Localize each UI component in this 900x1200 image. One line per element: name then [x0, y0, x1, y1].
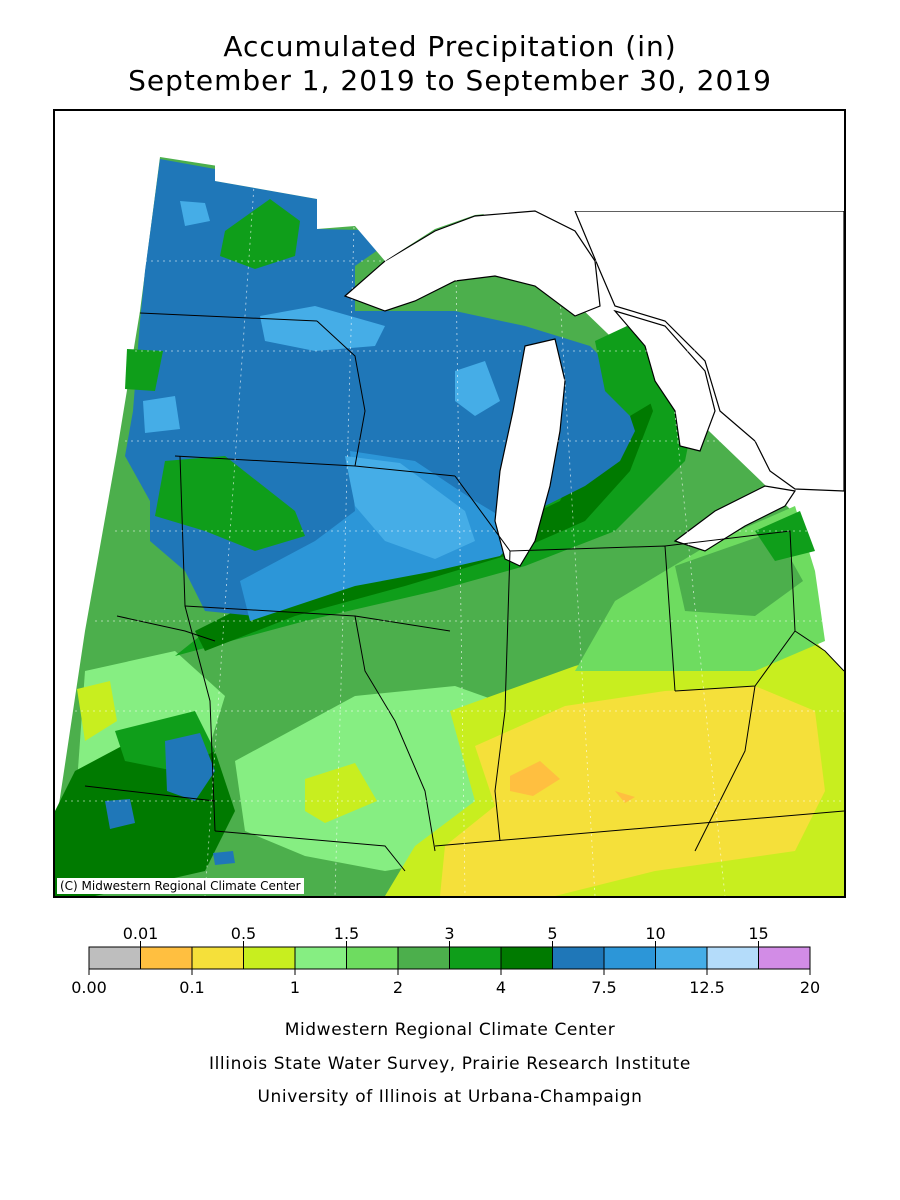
region-orange-south	[510, 761, 560, 796]
credit-survey: Illinois State Water Survey, Prairie Res…	[209, 1054, 691, 1074]
legend-bottom-label: 12.5	[689, 978, 725, 997]
legend-swatch	[243, 946, 296, 970]
legend-bottom-labels: 0.00 0.1 1 2 4 7.5 12.5 20	[71, 969, 820, 997]
north-canada-land	[215, 111, 844, 261]
legend-top-label: 15	[748, 924, 768, 943]
region-yellow-green-west	[77, 681, 117, 741]
region-green-nw	[125, 349, 163, 391]
legend-swatch	[552, 946, 605, 970]
canada-land	[574, 210, 844, 492]
legend-swatch	[191, 946, 244, 970]
region-orange-small	[615, 791, 635, 803]
copyright-label: (C) Midwestern Regional Climate Center	[57, 878, 304, 894]
precipitation-map	[55, 111, 844, 896]
region-blue-light-nw	[180, 201, 210, 226]
legend-swatch	[706, 946, 759, 970]
legend-swatch	[294, 946, 347, 970]
map-date-range: September 1, 2019 to September 30, 2019	[128, 64, 772, 97]
legend-swatch	[88, 946, 141, 970]
legend-swatch	[603, 946, 656, 970]
legend-top-labels: 0.01 0.5 1.5 3 5 10 15	[123, 924, 769, 947]
legend-swatch	[140, 946, 193, 970]
legend-swatch	[758, 946, 811, 970]
lake-michigan	[494, 338, 566, 567]
credit-organization: Midwestern Regional Climate Center	[284, 1020, 616, 1040]
legend-bottom-label: 2	[393, 978, 403, 997]
region-blue-light-north	[260, 306, 385, 351]
region-blue-sw2	[105, 799, 135, 829]
legend-swatches	[88, 946, 811, 970]
legend-bottom-label: 20	[800, 978, 820, 997]
legend-bottom-label: 0.1	[179, 978, 204, 997]
legend-swatch	[346, 946, 399, 970]
lake-huron	[613, 309, 716, 452]
legend-swatch	[500, 946, 553, 970]
legend-bottom-label: 1	[290, 978, 300, 997]
legend-bottom-label: 7.5	[591, 978, 616, 997]
region-green-north-mn	[220, 199, 300, 269]
region-blue-light	[345, 456, 475, 559]
region-yellow-green-central	[305, 763, 377, 823]
legend-top-label: 0.01	[123, 924, 159, 943]
legend-swatch	[655, 946, 708, 970]
credit-university: University of Illinois at Urbana-Champai…	[257, 1087, 643, 1107]
map-title: Accumulated Precipitation (in)	[223, 30, 677, 63]
region-green-east-edge	[755, 511, 815, 561]
region-blue-sw1	[165, 733, 215, 801]
color-legend: 0.01 0.5 1.5 3 5 10 15 0.00 0.1 1 2 4 7.5 12.5 20	[71, 924, 820, 997]
legend-top-label: 5	[547, 924, 557, 943]
legend-swatch	[449, 946, 502, 970]
legend-top-label: 3	[444, 924, 454, 943]
region-blue-light-west	[143, 396, 180, 433]
legend-bottom-label: 0.00	[71, 978, 107, 997]
region-blue-sw3	[213, 851, 235, 865]
legend-top-label: 10	[645, 924, 665, 943]
map-panel: (C) Midwestern Regional Climate Center	[53, 109, 846, 898]
region-green-lower-mi	[595, 326, 655, 416]
region-yellow-se	[440, 686, 825, 896]
legend-bottom-label: 4	[496, 978, 506, 997]
region-green-ia	[155, 456, 305, 551]
legend-top-label: 0.5	[231, 924, 256, 943]
region-blue-light-wi	[455, 361, 500, 416]
lake-superior	[343, 210, 601, 317]
legend-top-label: 1.5	[334, 924, 359, 943]
graticule	[65, 170, 844, 896]
legend-swatch	[397, 946, 450, 970]
lake-erie	[673, 485, 797, 552]
